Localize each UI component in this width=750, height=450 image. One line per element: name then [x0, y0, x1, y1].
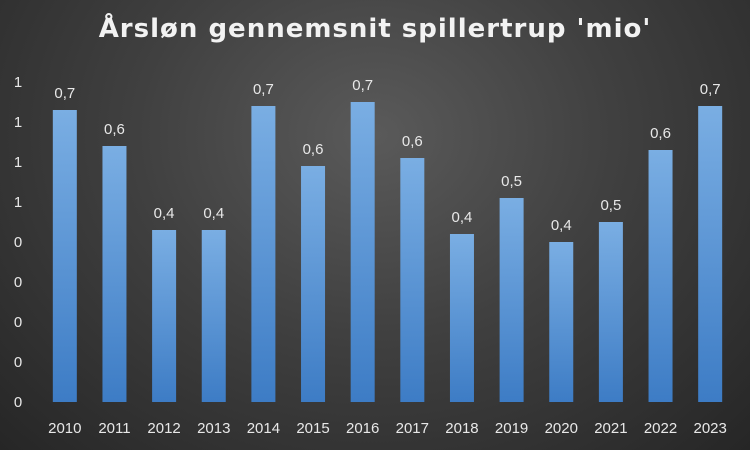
y-axis: 0 0 0 0 0 1 1 1 1 [14, 74, 22, 411]
bar [201, 230, 226, 402]
bar [698, 106, 723, 402]
y-tick-label: 0 [14, 354, 22, 371]
x-tick-label: 2010 [48, 420, 81, 437]
y-tick-label: 1 [14, 194, 22, 211]
x-tick-label: 2017 [396, 420, 429, 437]
bar-value-label: 0,4 [154, 205, 175, 222]
x-tick-label: 2013 [197, 420, 230, 437]
bar [52, 110, 77, 402]
y-tick-label: 0 [14, 274, 22, 291]
bar [549, 242, 574, 402]
x-tick-label: 2015 [296, 420, 329, 437]
y-tick-label: 0 [14, 394, 22, 411]
y-tick-label: 1 [14, 114, 22, 131]
bars [52, 102, 723, 402]
bar [350, 102, 375, 402]
x-tick-label: 2021 [594, 420, 627, 437]
y-tick-label: 0 [14, 234, 22, 251]
bar [499, 198, 524, 402]
bar-value-label: 0,6 [303, 141, 324, 158]
y-tick-label: 1 [14, 154, 22, 171]
bar [301, 166, 326, 402]
x-axis: 2010 2011 2012 2013 2014 2015 2016 2017 2018 2019… [48, 420, 727, 437]
x-tick-label: 2012 [147, 420, 180, 437]
x-tick-label: 2018 [445, 420, 478, 437]
bar-value-label: 0,6 [650, 125, 671, 142]
bar-value-label: 0,4 [551, 217, 572, 234]
bar-value-label: 0,7 [352, 77, 373, 94]
bar [449, 234, 474, 402]
y-tick-label: 0 [14, 314, 22, 331]
bar-value-label: 0,4 [452, 209, 473, 226]
data-labels: 0,7 0,6 0,4 0,4 0,7 0,6 0,7 0,6 0,4 0,5 0,4 0,5 0,6 0… [54, 77, 720, 234]
bar [152, 230, 177, 402]
bar-value-label: 0,4 [203, 205, 224, 222]
x-tick-label: 2019 [495, 420, 528, 437]
bar [648, 150, 673, 402]
x-tick-label: 2016 [346, 420, 379, 437]
bar-value-label: 0,5 [600, 197, 621, 214]
bar-value-label: 0,7 [700, 81, 721, 98]
x-tick-label: 2014 [247, 420, 280, 437]
bar-value-label: 0,7 [253, 81, 274, 98]
bar [598, 222, 623, 402]
y-tick-label: 1 [14, 74, 22, 91]
bar [251, 106, 276, 402]
bar [102, 146, 127, 402]
x-tick-label: 2022 [644, 420, 677, 437]
x-tick-label: 2023 [693, 420, 726, 437]
x-tick-label: 2011 [98, 420, 130, 437]
x-tick-label: 2020 [545, 420, 578, 437]
chart-title: Årsløn gennemsnit spillertrup 'mio' [98, 14, 652, 44]
bar-value-label: 0,5 [501, 173, 522, 190]
bar [400, 158, 425, 402]
bar-value-label: 0,7 [54, 85, 75, 102]
bar-value-label: 0,6 [402, 133, 423, 150]
bar-value-label: 0,6 [104, 121, 125, 138]
